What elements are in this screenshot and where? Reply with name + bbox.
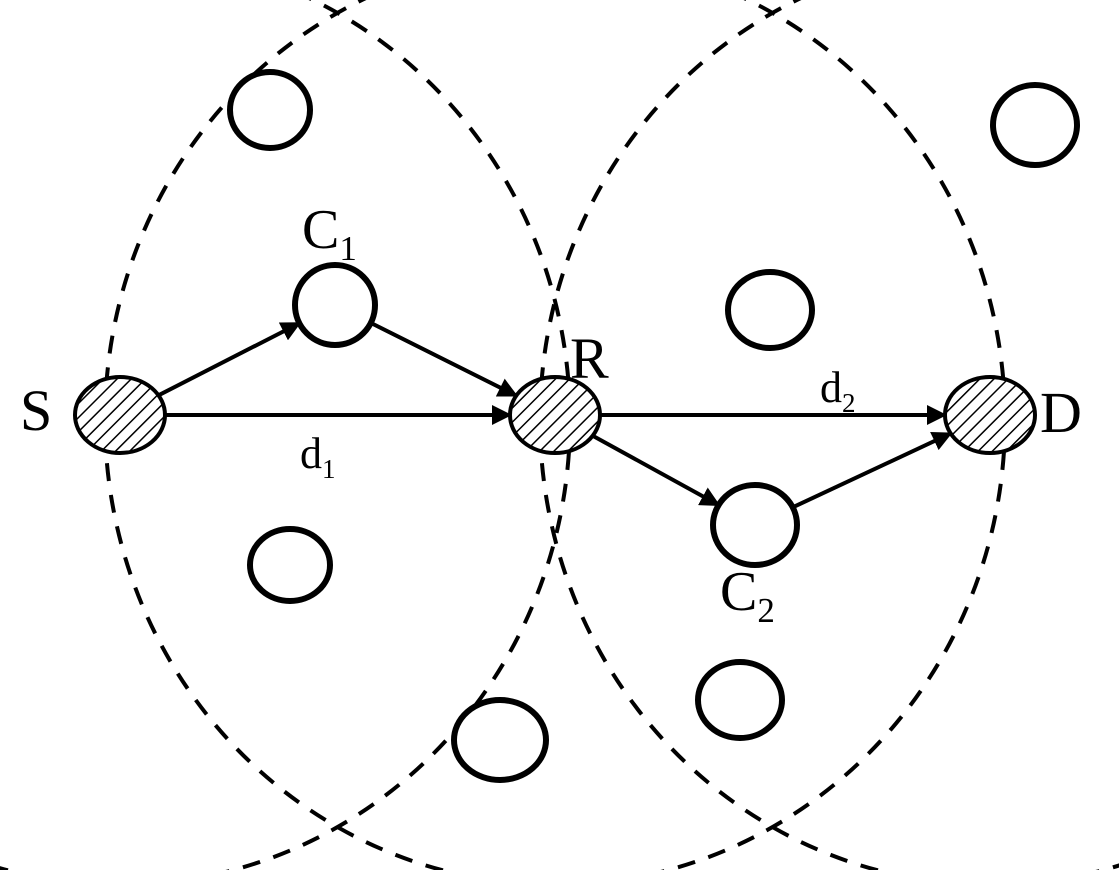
node-D [945, 377, 1035, 453]
label-C1_label: C1 [302, 199, 357, 268]
edge-C1-R [371, 323, 517, 396]
node-u_br [698, 662, 782, 738]
network-diagram: S R D C1 C2 d1 d2 [0, 0, 1119, 870]
label-d1_label: d1 [300, 429, 336, 484]
node-C1 [295, 265, 375, 345]
edge-R-C2 [593, 436, 719, 505]
label-S_label: S [20, 378, 52, 443]
node-u_bl [250, 529, 330, 601]
label-C2_label: C2 [720, 561, 775, 630]
node-S [75, 377, 165, 453]
label-D_label: D [1040, 380, 1082, 445]
node-u_tl [230, 72, 310, 148]
label-d2_label: d2 [820, 363, 856, 418]
node-u_bm [454, 700, 546, 780]
edge-S-C1 [158, 323, 299, 395]
node-u_tr [993, 85, 1077, 165]
edge-C2-D [793, 433, 951, 507]
label-R_label: R [570, 326, 609, 391]
node-u_mr [728, 272, 812, 348]
node-C2 [713, 485, 797, 565]
